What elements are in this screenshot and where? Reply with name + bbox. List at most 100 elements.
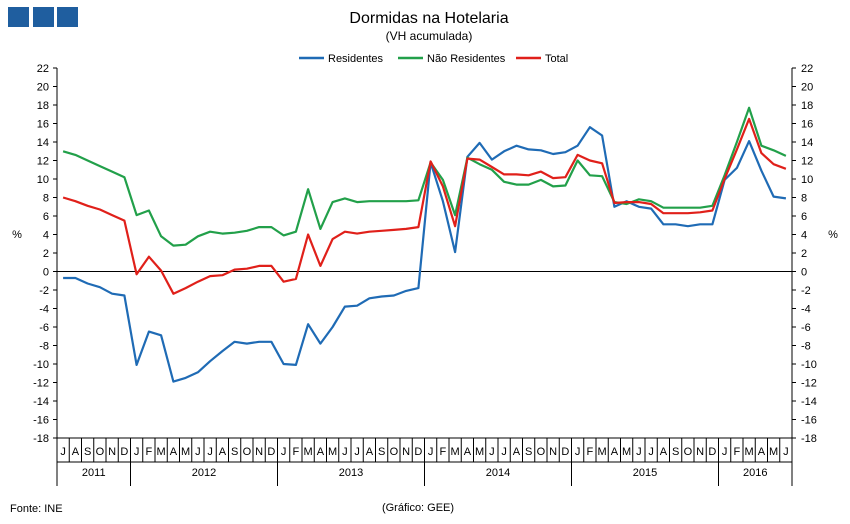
legend-label-residentes: Residentes xyxy=(328,53,384,65)
y-tick-label-right: -8 xyxy=(801,341,811,353)
x-tick-label-month: J xyxy=(207,446,213,458)
y-tick-label-left: -6 xyxy=(39,322,49,334)
x-tick-label-month: D xyxy=(414,446,422,458)
x-tick-label-month: J xyxy=(60,446,66,458)
x-year-label: 2013 xyxy=(339,467,363,479)
x-year-label: 2011 xyxy=(82,467,106,479)
x-tick-label-month: S xyxy=(231,446,238,458)
x-tick-label-month: A xyxy=(170,446,178,458)
source-note: Fonte: INE xyxy=(10,503,63,515)
chart-title: Dormidas na Hotelaria xyxy=(349,10,508,27)
x-tick-label-month: J xyxy=(354,446,360,458)
x-tick-label-month: A xyxy=(758,446,766,458)
y-tick-label-right: 4 xyxy=(801,230,807,242)
x-tick-label-month: O xyxy=(243,446,252,458)
y-tick-label-right: -4 xyxy=(801,304,811,316)
x-year-label: 2012 xyxy=(192,467,216,479)
x-tick-label-month: M xyxy=(157,446,166,458)
x-tick-label-month: O xyxy=(684,446,693,458)
x-tick-label-month: A xyxy=(464,446,472,458)
x-tick-label-month: F xyxy=(587,446,594,458)
x-tick-label-month: N xyxy=(696,446,704,458)
y-tick-label-left: 16 xyxy=(37,119,49,131)
y-tick-label-left: 4 xyxy=(43,230,49,242)
y-tick-label-left: -18 xyxy=(33,433,49,445)
x-tick-label-month: J xyxy=(342,446,348,458)
x-tick-label-month: D xyxy=(708,446,716,458)
series-line-total xyxy=(62,117,787,295)
x-tick-label-month: J xyxy=(575,446,581,458)
x-tick-label-month: J xyxy=(722,446,728,458)
x-tick-label-month: S xyxy=(378,446,385,458)
x-tick-label-month: O xyxy=(390,446,399,458)
y-tick-label-left: 6 xyxy=(43,211,49,223)
y-axis-label-left: % xyxy=(12,229,22,241)
y-tick-label-right: -14 xyxy=(801,396,817,408)
y-ticks-right: -18 -16 -14 -12 -10 -8 -6 -4 -2 0 2 4 6 8 10 12 14 16 18 20… xyxy=(792,63,817,445)
x-tick-label-month: O xyxy=(96,446,105,458)
x-tick-label-month: A xyxy=(513,446,521,458)
y-tick-label-left: -16 xyxy=(33,415,49,427)
y-tick-label-left: -10 xyxy=(33,359,49,371)
x-tick-label-month: J xyxy=(648,446,654,458)
x-tick-label-month: M xyxy=(304,446,313,458)
logo-box-3 xyxy=(57,7,78,27)
y-tick-label-right: 0 xyxy=(801,267,807,279)
y-tick-label-left: -8 xyxy=(39,341,49,353)
y-tick-label-right: 2 xyxy=(801,248,807,260)
y-ticks-left: -18 -16 -14 -12 -10 -8 -6 -4 -2 0 2 4 6 8 10 12 14 16 18 20… xyxy=(33,63,57,445)
x-tick-label-month: N xyxy=(549,446,557,458)
y-tick-label-right: 12 xyxy=(801,156,813,168)
x-tick-label-month: A xyxy=(660,446,668,458)
x-tick-label-month: M xyxy=(769,446,778,458)
y-tick-label-right: -2 xyxy=(801,285,811,297)
y-tick-label-right: 8 xyxy=(801,193,807,205)
y-tick-label-left: 2 xyxy=(43,248,49,260)
credit-note: (Gráfico: GEE) xyxy=(382,502,454,514)
x-tick-label-month: S xyxy=(525,446,532,458)
y-tick-label-right: -18 xyxy=(801,433,817,445)
x-year-label: 2015 xyxy=(633,467,657,479)
x-tick-label-month: A xyxy=(611,446,619,458)
axes xyxy=(56,68,793,439)
logo-box-1 xyxy=(8,7,29,27)
series-line-n-o-residentes xyxy=(62,106,787,247)
y-tick-label-right: -16 xyxy=(801,415,817,427)
y-tick-label-left: -4 xyxy=(39,304,49,316)
legend-label-total: Total xyxy=(545,53,568,65)
x-tick-label-month: S xyxy=(672,446,679,458)
y-tick-label-left: 12 xyxy=(37,156,49,168)
x-tick-label-month: D xyxy=(561,446,569,458)
x-tick-label-month: J xyxy=(783,446,789,458)
x-tick-label-month: M xyxy=(181,446,190,458)
x-tick-label-month: A xyxy=(72,446,80,458)
x-tick-label-month: M xyxy=(622,446,631,458)
y-tick-label-left: 8 xyxy=(43,193,49,205)
chart-subtitle: (VH acumulada) xyxy=(386,29,473,43)
x-tick-label-month: M xyxy=(328,446,337,458)
x-tick-label-month: J xyxy=(195,446,201,458)
x-tick-label-month: S xyxy=(84,446,91,458)
legend-label-n-o-residentes: Não Residentes xyxy=(427,53,506,65)
y-axis-label-right: % xyxy=(828,229,838,241)
x-tick-label-month: M xyxy=(745,446,754,458)
x-tick-label-month: J xyxy=(489,446,495,458)
y-tick-label-right: 10 xyxy=(801,174,813,186)
y-tick-label-left: 0 xyxy=(43,267,49,279)
y-tick-label-right: 22 xyxy=(801,63,813,75)
x-tick-label-month: M xyxy=(475,446,484,458)
y-tick-label-right: -12 xyxy=(801,378,817,390)
x-tick-label-month: F xyxy=(146,446,153,458)
x-tick-label-month: M xyxy=(598,446,607,458)
y-tick-label-left: 22 xyxy=(37,63,49,75)
y-tick-label-left: -2 xyxy=(39,285,49,297)
x-tick-label-month: O xyxy=(537,446,546,458)
x-tick-label-month: N xyxy=(108,446,116,458)
y-tick-label-left: -12 xyxy=(33,378,49,390)
x-tick-label-month: N xyxy=(255,446,263,458)
logo-box-2 xyxy=(33,7,54,27)
x-tick-label-month: A xyxy=(366,446,374,458)
x-tick-label-month: F xyxy=(293,446,300,458)
